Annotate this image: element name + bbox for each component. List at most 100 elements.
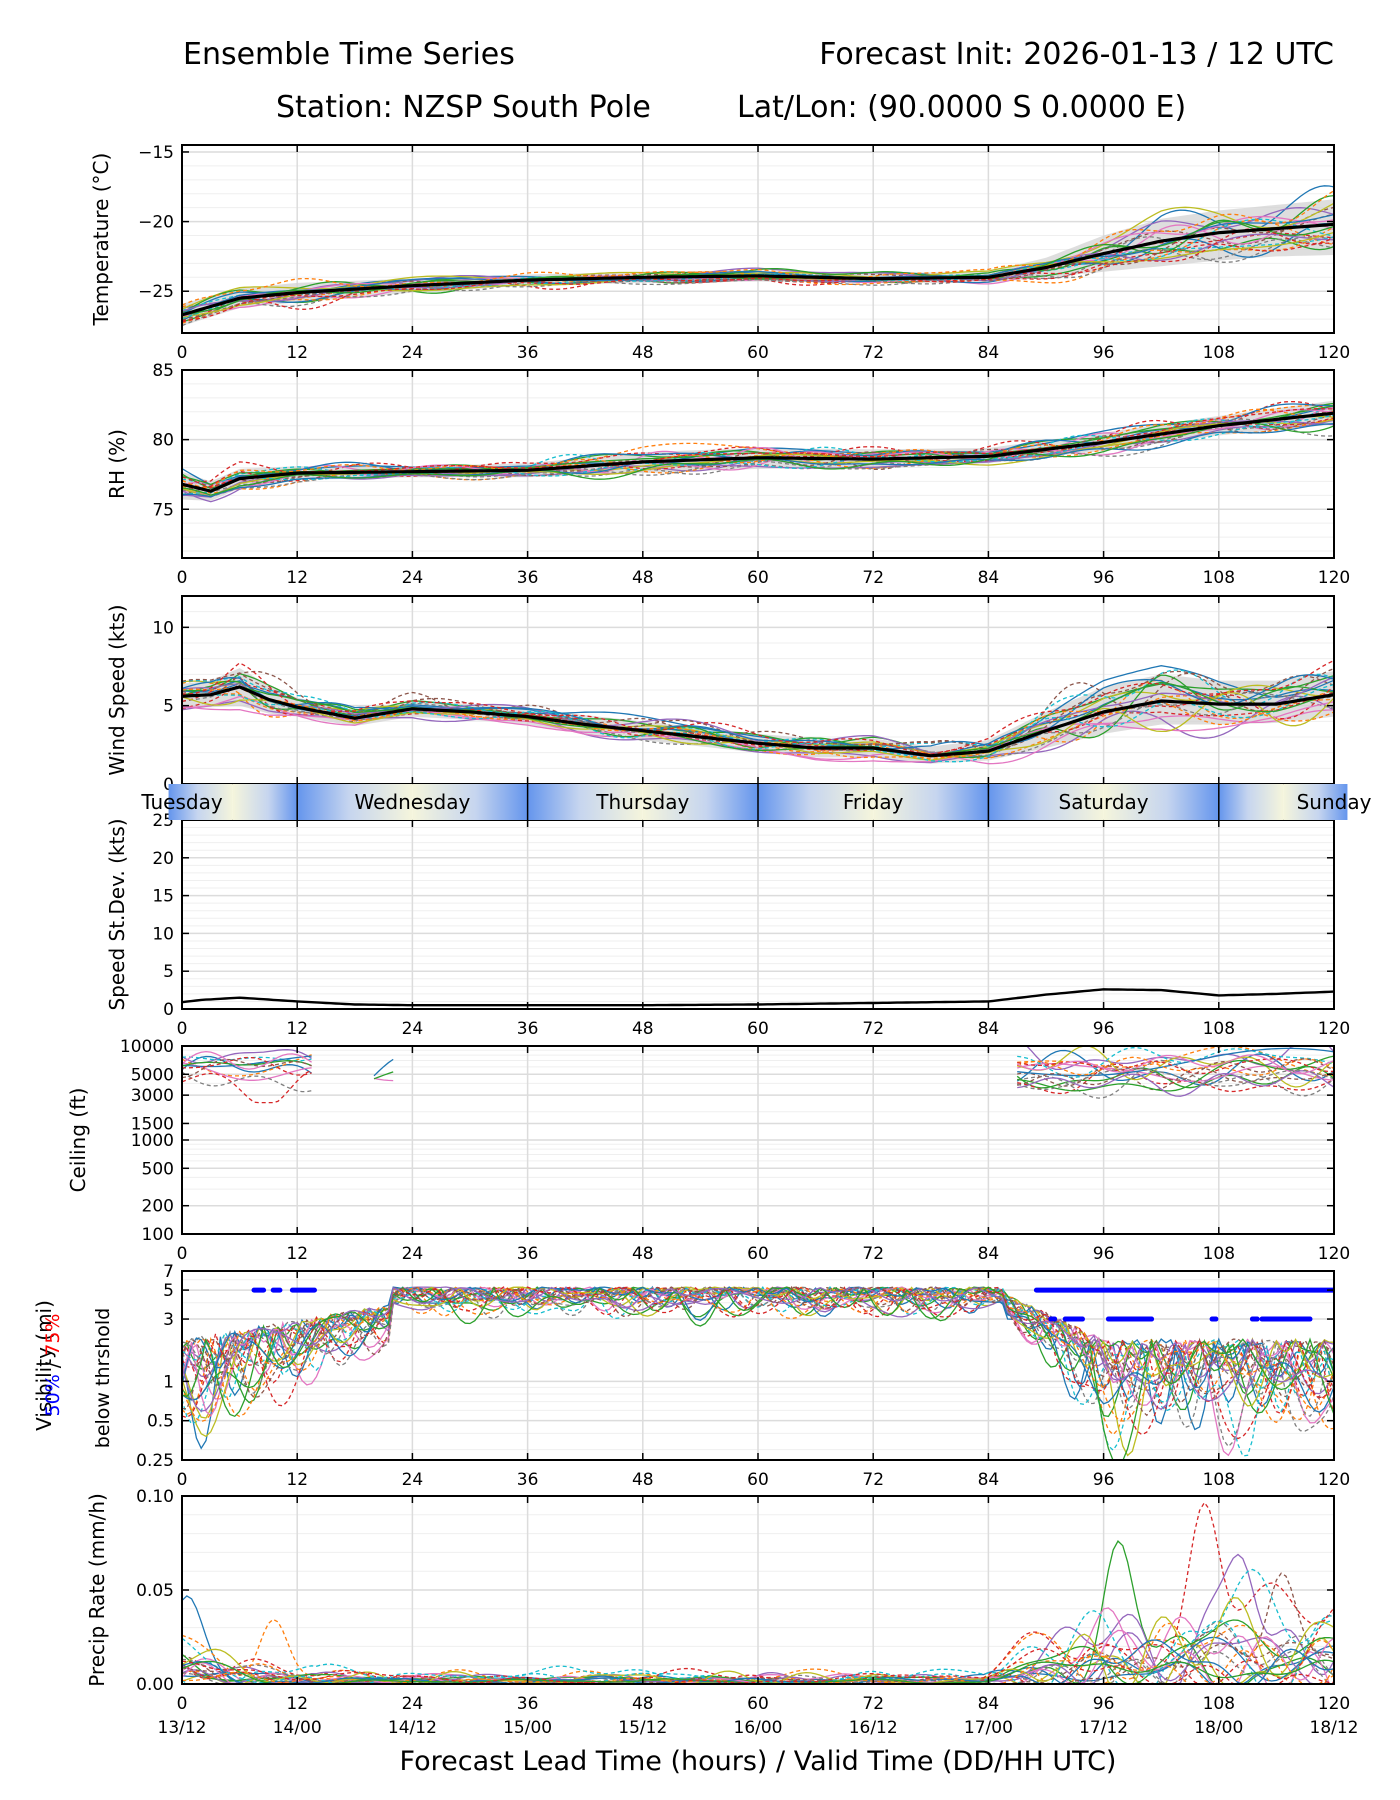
panel-rh: 0 12 24 36 48 60 72 84 96 108 120 75 80 85 RH (%) xyxy=(105,361,1350,588)
speed_stdev-y-tick-label: 0 xyxy=(163,1000,174,1020)
rh-x-tick-label: 36 xyxy=(517,568,539,588)
wind_speed-y-tick-label: 10 xyxy=(152,618,174,638)
panel-temperature: 0 12 24 36 48 60 72 84 96 108 120 −25 −20 −15 Temperat… xyxy=(89,143,1350,363)
day-band-segment xyxy=(297,784,413,820)
visibility-member-line xyxy=(182,1286,1334,1432)
visibility-x-tick-label: 84 xyxy=(978,1470,1000,1490)
wind_speed-y-axis-label: Wind Speed (kts) xyxy=(105,604,129,775)
rh-x-tick-label: 96 xyxy=(1093,568,1115,588)
visibility-member-line xyxy=(182,1285,1334,1457)
day-band-segment xyxy=(873,784,989,820)
precip_rate-x-tick-label: 24 xyxy=(402,1694,424,1714)
wind_speed-mean-line xyxy=(182,685,1334,758)
precip-member-line xyxy=(182,1648,1334,1684)
speed_stdev-x-tick-label: 0 xyxy=(177,1019,188,1039)
temperature-x-tick-label: 48 xyxy=(632,343,654,363)
visibility-x-ticks: 0 12 24 36 48 60 72 84 96 108 120 xyxy=(177,1271,1350,1490)
visibility-y-tick-label: 7 xyxy=(163,1262,174,1282)
rh-member-line xyxy=(182,408,1334,489)
precip-member-line xyxy=(182,1644,1334,1684)
ceiling-x-tick-label: 12 xyxy=(286,1244,308,1264)
visibility-member-line xyxy=(182,1286,1334,1457)
temperature-mean-line xyxy=(182,222,1334,317)
temperature-x-tick-label: 72 xyxy=(862,343,884,363)
threshold-75-label: 75% xyxy=(42,1314,64,1356)
ceiling-y-tick-label: 1000 xyxy=(131,1131,174,1151)
ceiling-member-line xyxy=(1016,1067,1334,1091)
speed_stdev-x-tick-label: 96 xyxy=(1093,1019,1115,1039)
speed_stdev-x-tick-label: 60 xyxy=(747,1019,769,1039)
ceiling-members xyxy=(182,1046,1334,1104)
precip_rate-x-tick-label: 84 xyxy=(978,1694,1000,1714)
valid-time-label: 16/00 xyxy=(734,1718,783,1738)
visibility-member-line xyxy=(182,1286,1334,1414)
precip-member-line xyxy=(182,1568,1334,1684)
temperature-y-tick-label: −25 xyxy=(138,282,174,302)
precip_rate-y-axis-label: Precip Rate (mm/h) xyxy=(85,1493,109,1687)
ceiling-member-line xyxy=(1017,1070,1334,1097)
rh-y-tick-label: 75 xyxy=(152,500,174,520)
temperature-spread-band xyxy=(182,199,1334,326)
ceiling-member-line xyxy=(182,1056,312,1076)
visibility-threshold-markers xyxy=(251,1287,1334,1322)
temperature-x-tick-label: 36 xyxy=(517,343,539,363)
temperature-plot-area xyxy=(182,185,1334,327)
ceiling-plot-area xyxy=(182,1046,1334,1104)
speed_stdev-x-tick-label: 36 xyxy=(517,1019,539,1039)
speed_stdev-x-tick-label: 72 xyxy=(862,1019,884,1039)
day-label: Sunday xyxy=(1297,790,1372,814)
visibility-x-tick-label: 48 xyxy=(632,1470,654,1490)
valid-time-label: 15/00 xyxy=(503,1718,552,1738)
speed_stdev-x-tick-label: 48 xyxy=(632,1019,654,1039)
ceiling-member-line xyxy=(373,1071,394,1080)
speed_stdev-x-tick-label: 24 xyxy=(402,1019,424,1039)
precip_rate-y-tick-label: 0.05 xyxy=(136,1581,174,1601)
day-label: Saturday xyxy=(1059,790,1149,814)
rh-member-line xyxy=(182,414,1334,495)
precip_rate-x-tick-label: 108 xyxy=(1203,1694,1235,1714)
ceiling-member-line xyxy=(1017,1047,1334,1077)
day-band: Tuesday Wednesday Thursday Friday Saturday Su… xyxy=(140,784,1372,820)
precip_rate-y-tick-label: 0.10 xyxy=(136,1487,174,1507)
ceiling-x-tick-label: 108 xyxy=(1203,1244,1235,1264)
speed_stdev-y-tick-label: 20 xyxy=(152,849,174,869)
rh-member-line xyxy=(182,418,1334,498)
day-band-segment xyxy=(527,784,643,820)
day-band-segment xyxy=(1103,784,1219,820)
visibility-threshold-label: 50% / 75% xyxy=(42,1314,64,1417)
ceiling-y-tick-label: 3000 xyxy=(131,1086,174,1106)
visibility-member-line xyxy=(182,1286,1334,1413)
temperature-x-tick-label: 120 xyxy=(1318,343,1350,363)
temperature-x-tick-label: 108 xyxy=(1203,343,1235,363)
ceiling-y-tick-label: 5000 xyxy=(131,1065,174,1085)
ceiling-member-line xyxy=(373,1077,394,1082)
ceiling-member-line xyxy=(182,1071,312,1093)
ceiling-member-line xyxy=(1017,1058,1334,1075)
ceiling-y-tick-label: 200 xyxy=(142,1197,174,1217)
wind_speed-member-line xyxy=(182,683,1334,755)
visibility-y-tick-label: 1 xyxy=(163,1372,174,1392)
ceiling-member-line xyxy=(182,1058,312,1079)
valid-time-label: 14/12 xyxy=(388,1718,437,1738)
ceiling-member-line xyxy=(182,1050,312,1070)
visibility-y-ticks: 0.25 0.5 1 3 57 xyxy=(136,1262,1334,1471)
day-label: Friday xyxy=(843,790,904,814)
rh-x-tick-label: 84 xyxy=(978,568,1000,588)
temperature-x-tick-label: 84 xyxy=(978,343,1000,363)
precip_rate-x-tick-label: 48 xyxy=(632,1694,654,1714)
wind_speed-member-line xyxy=(182,676,1334,754)
temperature-member-line xyxy=(182,238,1334,327)
ceiling-x-tick-label: 60 xyxy=(747,1244,769,1264)
visibility-y-tick-label: 0.25 xyxy=(136,1451,174,1471)
temperature-x-tick-label: 12 xyxy=(286,343,308,363)
day-band-segment xyxy=(988,784,1104,820)
day-label: Tuesday xyxy=(140,790,223,814)
threshold-separator: / xyxy=(42,1356,64,1374)
visibility-members xyxy=(182,1285,1334,1460)
visibility-x-tick-label: 0 xyxy=(177,1470,188,1490)
ceiling-y-tick-label: 10000 xyxy=(120,1037,174,1057)
temperature-x-tick-label: 96 xyxy=(1093,343,1115,363)
